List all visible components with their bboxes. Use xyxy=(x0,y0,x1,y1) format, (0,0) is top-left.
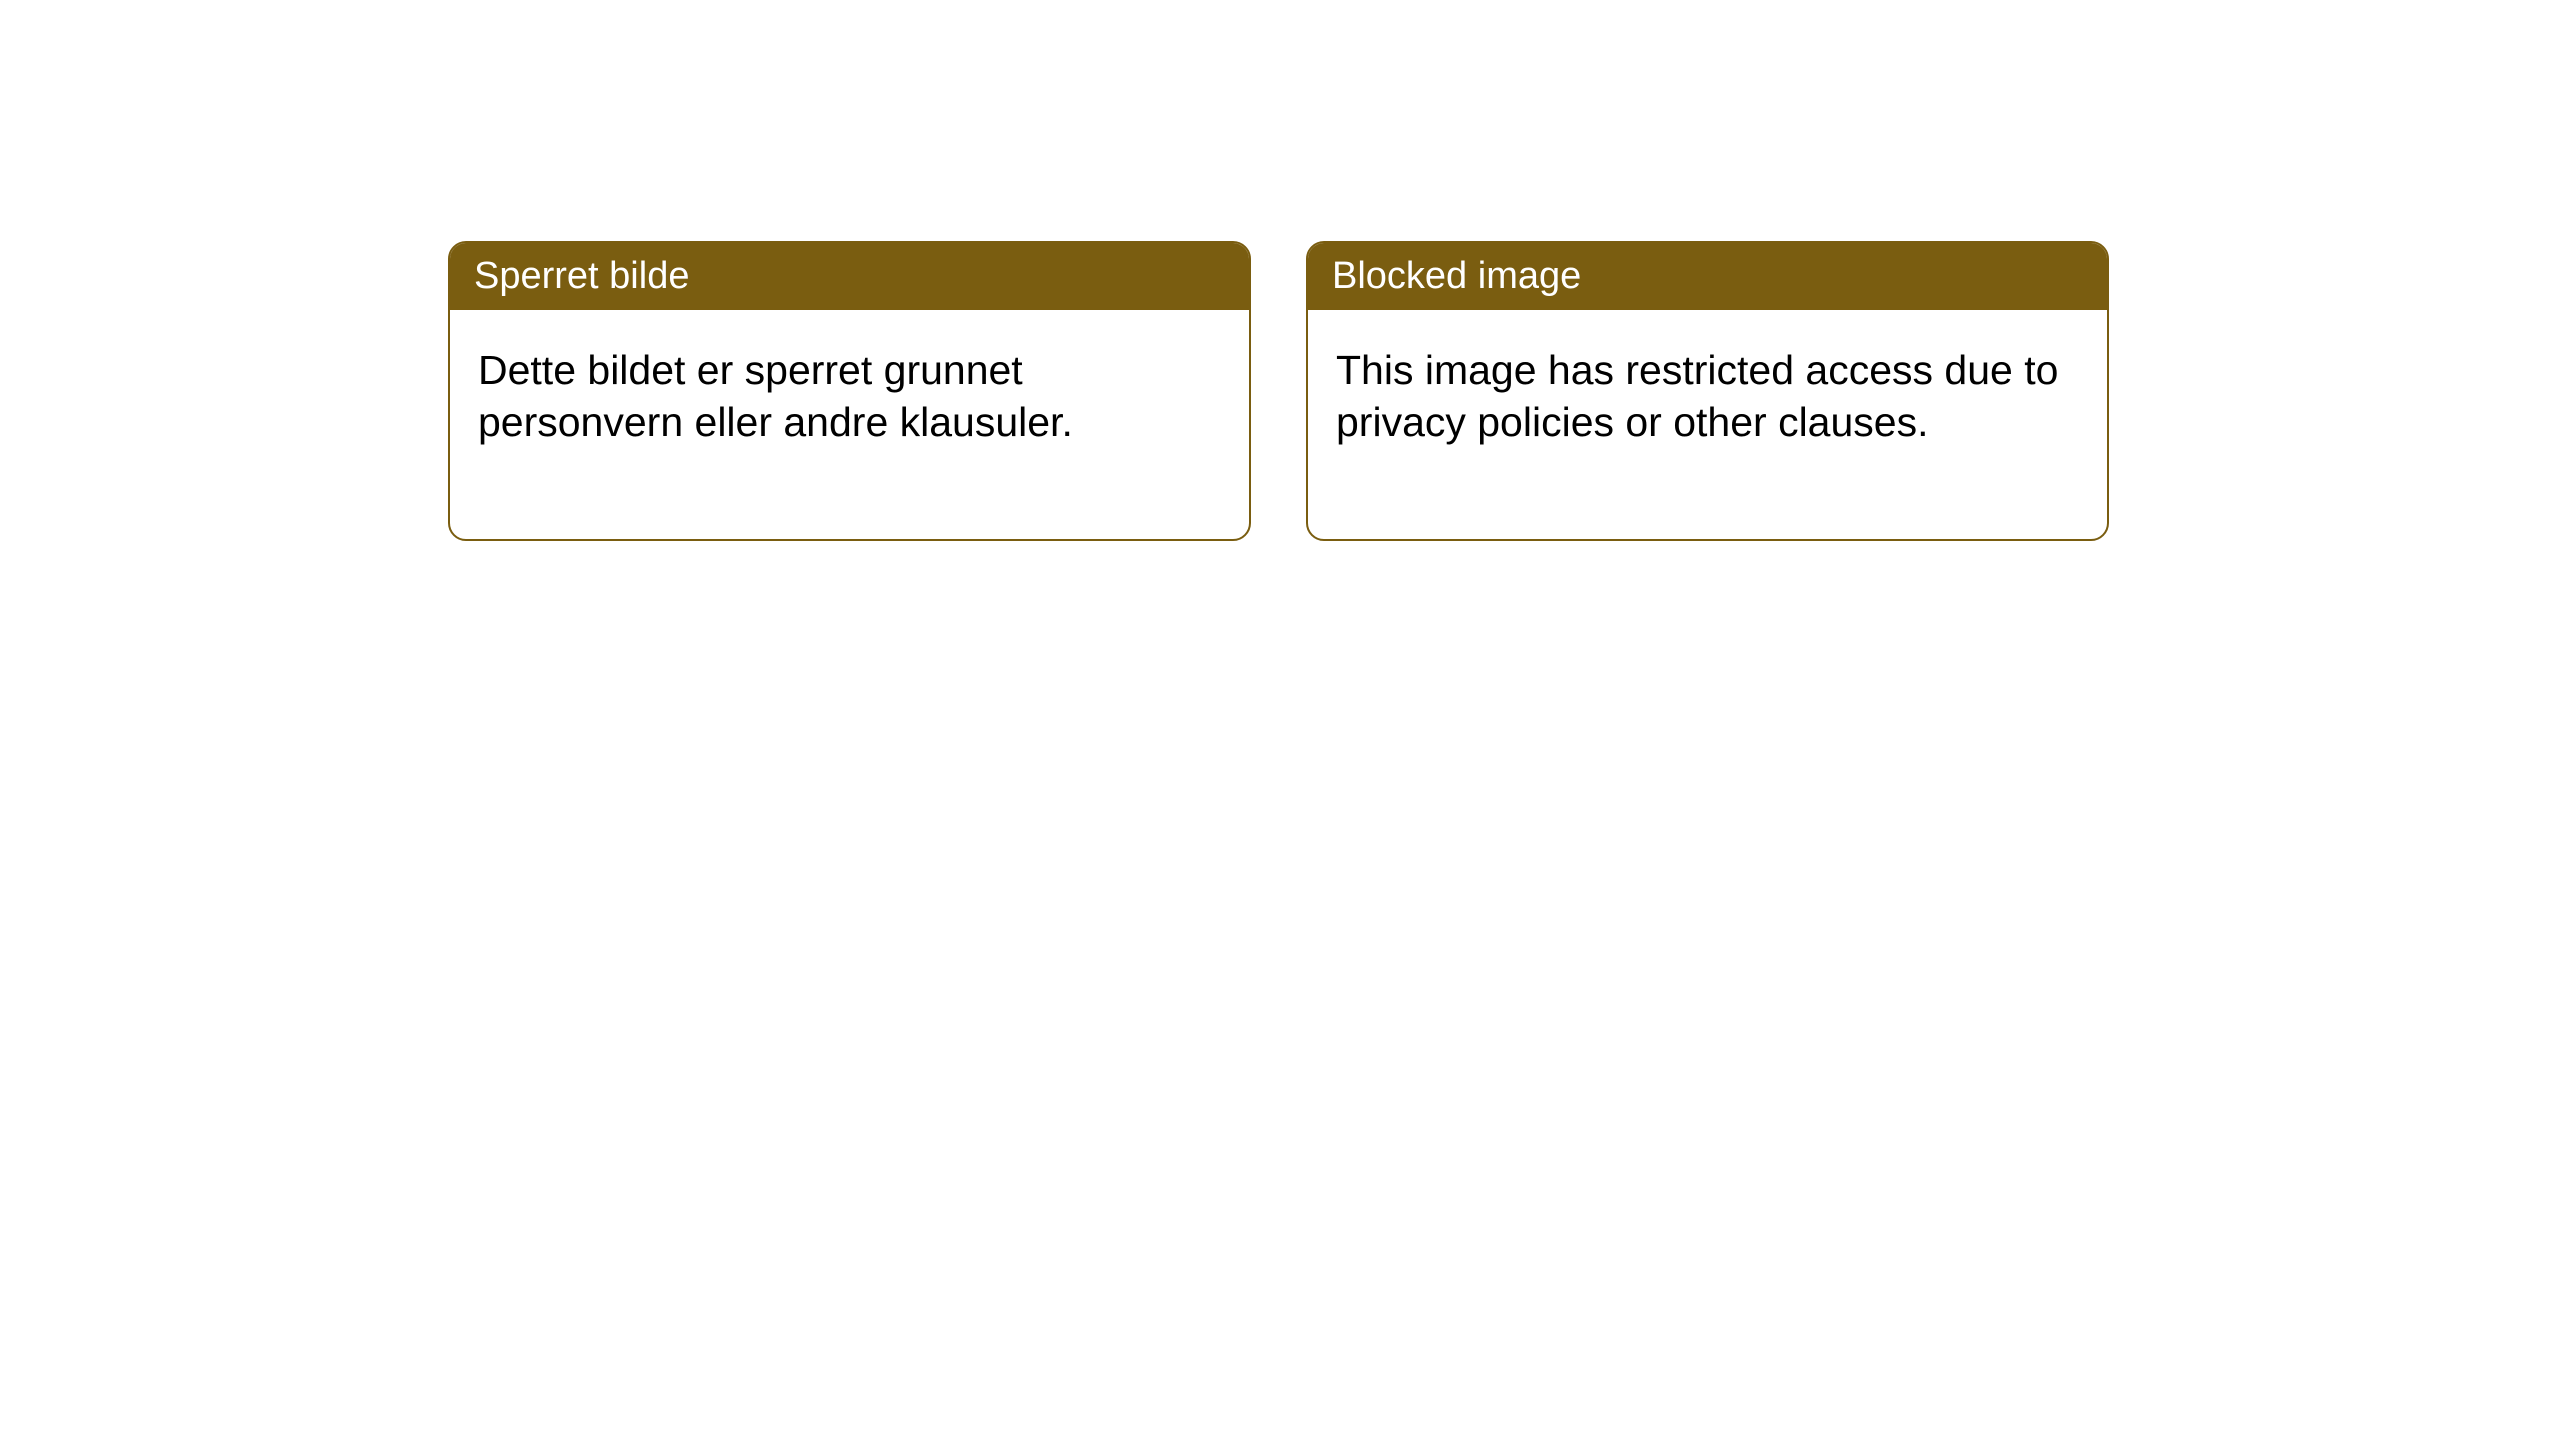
notice-container: Sperret bilde Dette bildet er sperret gr… xyxy=(0,0,2560,541)
notice-body: This image has restricted access due to … xyxy=(1308,310,2107,539)
notice-header: Blocked image xyxy=(1308,243,2107,310)
notice-body: Dette bildet er sperret grunnet personve… xyxy=(450,310,1249,539)
notice-card-norwegian: Sperret bilde Dette bildet er sperret gr… xyxy=(448,241,1251,541)
notice-header: Sperret bilde xyxy=(450,243,1249,310)
notice-card-english: Blocked image This image has restricted … xyxy=(1306,241,2109,541)
